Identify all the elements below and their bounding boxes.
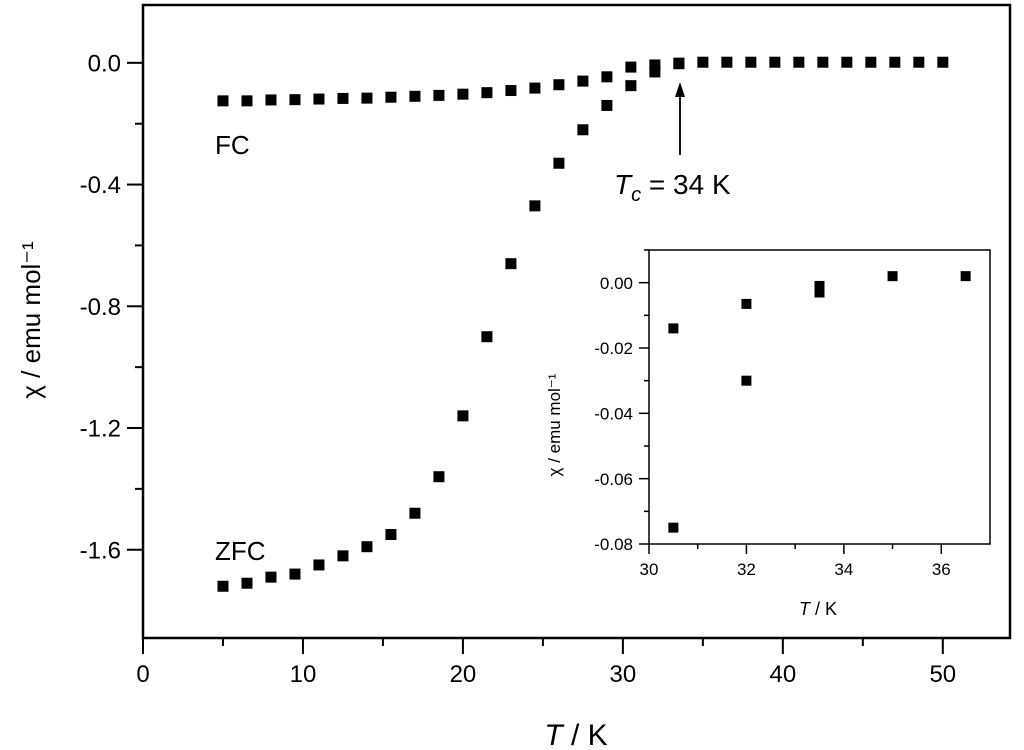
x-tick-label: 36 — [932, 560, 951, 579]
zfc-data-point — [625, 80, 637, 92]
fc-label: FC — [215, 130, 250, 160]
fc-data-point — [433, 89, 445, 101]
fc-data-point — [409, 90, 421, 102]
fc-data-point — [814, 280, 825, 291]
fc-data-point — [841, 56, 853, 68]
fc-data-point — [385, 91, 397, 103]
fc-data-point — [505, 85, 517, 97]
main-plot: 0 10 20 30 40 50 0.0 -0.4 -0.8 -1.2 -1.6 FC ZFC Tc… — [16, 3, 1012, 750]
fc-data-point — [361, 92, 373, 104]
inset-plot-frame — [648, 249, 991, 545]
fc-data-point — [721, 56, 733, 68]
zfc-data-point — [289, 568, 301, 580]
fc-data-point — [241, 95, 253, 107]
y-tick-label: 0.00 — [600, 274, 633, 293]
x-tick-label: 32 — [737, 560, 756, 579]
zfc-data-point — [481, 331, 493, 343]
y-tick-label: -1.6 — [80, 537, 121, 564]
main-plot-frame — [141, 3, 1012, 640]
fc-data-point — [668, 323, 679, 334]
zfc-data-point — [385, 529, 397, 541]
y-tick-label: -0.08 — [594, 535, 633, 554]
y-tick-label: -0.02 — [594, 339, 633, 358]
fc-data-point — [601, 71, 613, 83]
zfc-data-point — [553, 157, 565, 169]
fc-data-point — [553, 79, 565, 91]
tc-label: Tc = 34 K — [614, 169, 731, 206]
zfc-data-point — [433, 471, 445, 483]
y-tick-label: -0.06 — [594, 470, 633, 489]
zfc-data-point — [529, 200, 541, 212]
fc-data-point — [745, 56, 757, 68]
main-y-axis-label: χ / emu mol⁻¹ — [16, 241, 46, 399]
y-tick-label: -0.4 — [80, 172, 121, 199]
fc-data-point — [625, 61, 637, 73]
x-tick-label: 0 — [136, 661, 149, 688]
zfc-data-point — [601, 99, 613, 111]
zfc-data-point — [265, 571, 277, 583]
inset-x-axis-label: T / K — [799, 599, 837, 619]
fc-data-point — [313, 93, 325, 105]
inset-plot: 30 32 34 36 0.00 -0.02 -0.04 -0.06 -0.08 T / K χ… — [545, 249, 991, 619]
x-tick-label: 34 — [834, 560, 853, 579]
fc-data-point — [913, 56, 925, 68]
zfc-data-point — [409, 507, 421, 519]
fc-data-point — [887, 271, 898, 282]
y-tick-label: 0.0 — [88, 50, 121, 77]
fc-data-point — [817, 56, 829, 68]
fc-data-point — [793, 56, 805, 68]
fc-data-point — [481, 87, 493, 99]
zfc-data-point — [361, 541, 373, 553]
fc-data-point — [697, 56, 709, 68]
x-tick-label: 40 — [770, 661, 797, 688]
fc-data-point — [865, 56, 877, 68]
fc-data-point — [741, 298, 752, 309]
fc-data-point — [337, 92, 349, 104]
inset-y-axis-label: χ / emu mol⁻¹ — [545, 373, 564, 476]
zfc-data-point — [673, 58, 685, 70]
zfc-data-point — [505, 258, 517, 270]
y-tick-label: -0.8 — [80, 294, 121, 321]
x-tick-label: 10 — [290, 661, 317, 688]
tc-arrow-head — [675, 82, 685, 97]
fc-data-point — [289, 94, 301, 106]
x-tick-label: 30 — [640, 560, 659, 579]
y-tick-label: -0.04 — [594, 404, 633, 423]
fc-data-point — [457, 88, 469, 100]
zfc-data-point — [649, 66, 661, 78]
fc-data-point — [265, 94, 277, 106]
fc-data-point — [577, 75, 589, 87]
fc-data-point — [960, 271, 971, 282]
x-tick-label: 20 — [450, 661, 477, 688]
fc-data-point — [649, 59, 661, 71]
y-tick-label: -1.2 — [80, 416, 121, 443]
fc-data-point — [889, 56, 901, 68]
zfc-data-point — [313, 559, 325, 571]
fc-data-point — [217, 95, 229, 107]
zfc-data-point — [217, 580, 229, 592]
fc-data-point — [529, 82, 541, 94]
main-x-axis-label: T / K — [544, 719, 607, 750]
zfc-data-point — [577, 124, 589, 136]
fc-data-point — [769, 56, 781, 68]
zfc-data-point — [814, 287, 825, 298]
zfc-data-point — [337, 550, 349, 562]
zfc-data-point — [668, 522, 679, 533]
x-tick-label: 30 — [610, 661, 637, 688]
zfc-data-point — [457, 410, 469, 422]
zfc-label: ZFC — [215, 536, 266, 566]
zfc-data-point — [741, 375, 752, 386]
x-tick-label: 50 — [929, 661, 956, 688]
zfc-data-point — [241, 577, 253, 589]
fc-data-point — [937, 56, 949, 68]
